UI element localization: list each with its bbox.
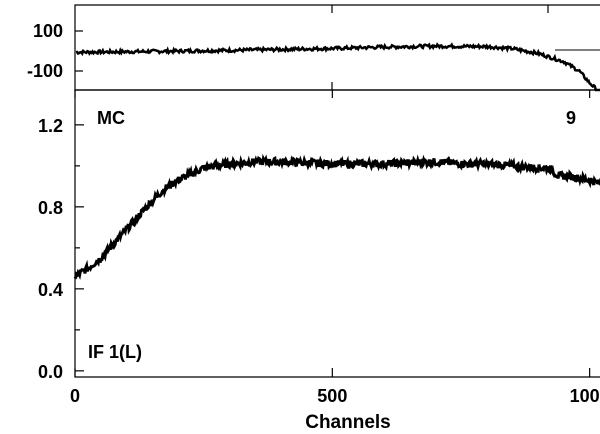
channel-x-tick-label: 0 [70, 386, 80, 406]
amplitude-y-tick-label: 0.4 [38, 280, 63, 300]
amplitude-y-tick-labels: 0.0 0.4 0.8 1.2 [38, 116, 63, 382]
amplitude-y-tick-label: 0.0 [38, 362, 63, 382]
phase-y-tick-label: 100 [33, 21, 63, 41]
amplitude-panel-frame [74, 89, 600, 378]
amplitude-y-tick-label: 1.2 [38, 116, 63, 136]
amplitude-series-line [73, 153, 600, 280]
source-label: MC [97, 108, 125, 128]
phase-y-tick-labels: 100 -100 [27, 21, 63, 81]
phase-y-tick-label: -100 [27, 61, 63, 81]
phase-tick-marks [75, 5, 549, 90]
phase-panel: 100 -100 [27, 4, 600, 92]
phase-series-line [75, 42, 600, 92]
panel-number: 9 [566, 108, 576, 128]
if-polarization-label: IF 1(L) [88, 342, 142, 362]
amplitude-tick-marks [74, 90, 591, 377]
x-axis-title: Channels [305, 412, 391, 433]
amplitude-y-tick-label: 0.8 [38, 198, 63, 218]
channel-x-tick-label: 500 [317, 386, 347, 406]
